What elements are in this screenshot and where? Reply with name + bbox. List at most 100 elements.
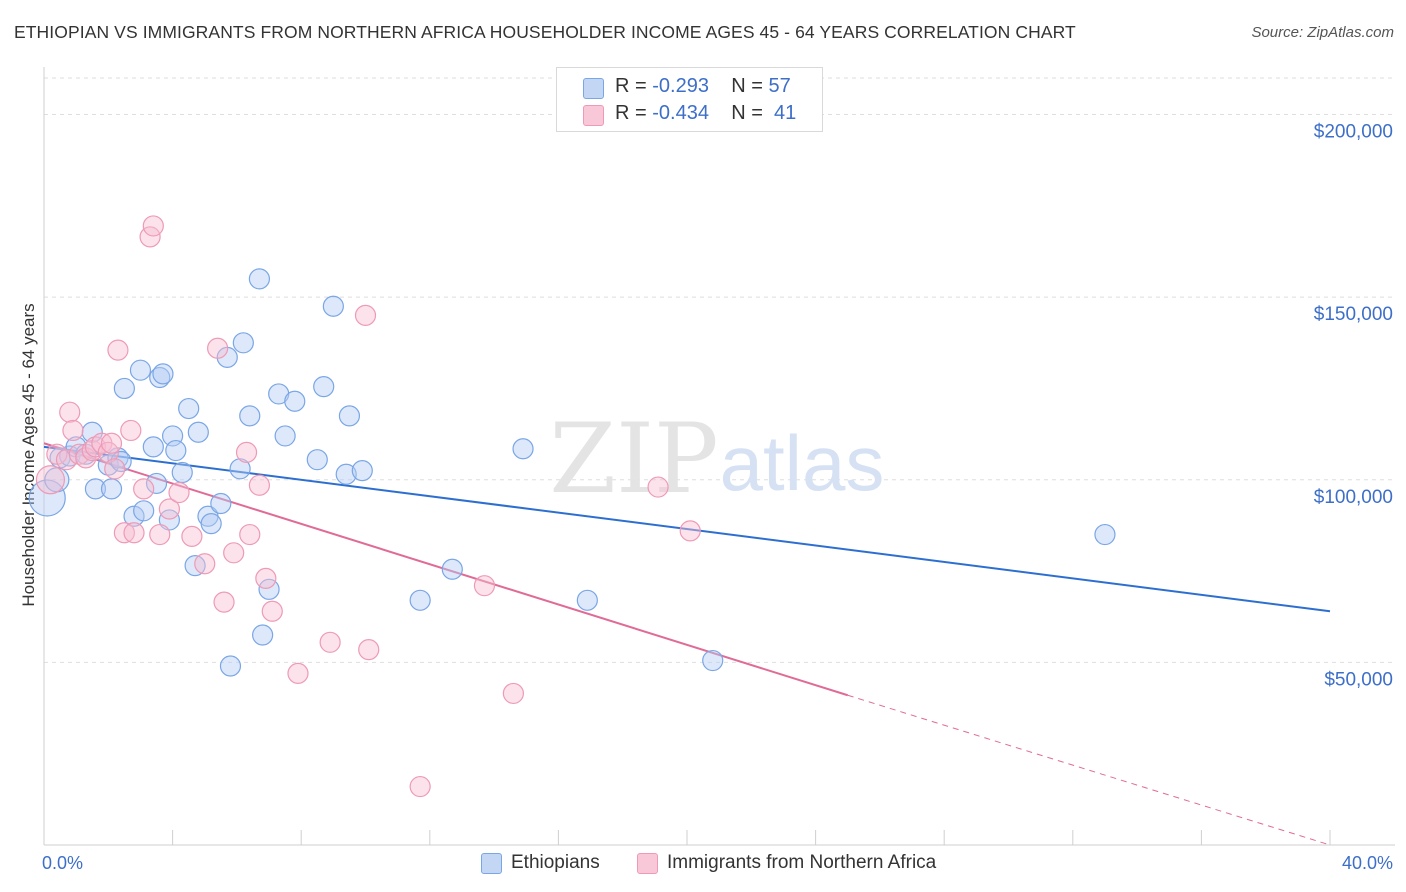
- r-value: -0.293: [652, 75, 709, 97]
- immigrants-point: [62, 419, 84, 442]
- ethiopians-point: [576, 589, 598, 611]
- immigrants-point: [84, 436, 107, 458]
- y-tick-label: $200,000: [1314, 122, 1393, 143]
- r-label: R =: [615, 75, 647, 97]
- source-label: Source: ZipAtlas.com: [1251, 24, 1394, 41]
- immigrants-point: [647, 476, 669, 498]
- ethiopians-point: [133, 500, 155, 522]
- y-axis-title: Householder Income Ages 45 - 64 years: [19, 303, 38, 606]
- n-value: 41: [774, 102, 797, 124]
- data-points: [28, 215, 1116, 798]
- immigrants-point: [181, 525, 203, 547]
- immigrants-trend-line-extrapolated: [847, 694, 1331, 846]
- ethiopians-point: [306, 449, 328, 471]
- n-label: N =: [731, 75, 763, 97]
- r-label: R =: [615, 102, 647, 124]
- ethiopians-point: [284, 390, 306, 412]
- immigrants-point: [120, 419, 142, 442]
- ethiopians-point: [274, 425, 296, 447]
- immigrants-point: [158, 498, 180, 520]
- immigrants-point: [235, 441, 258, 463]
- y-tick-label: $100,000: [1314, 487, 1393, 508]
- legend-label-immigrants: Immigrants from Northern Africa: [667, 852, 937, 873]
- ethiopians-point: [100, 478, 123, 500]
- ethiopians-point: [219, 655, 242, 677]
- watermark: ZIP atlas: [549, 403, 884, 515]
- x-tick-labels: 0.0% 40.0%: [42, 853, 1393, 873]
- ethiopians-point: [158, 509, 180, 531]
- stats-legend: R = -0.293 N = 57 R = -0.434 N = 41: [556, 67, 823, 132]
- n-label: N =: [731, 102, 763, 124]
- ethiopians-point: [113, 377, 135, 400]
- watermark-zip: ZIP: [549, 403, 718, 515]
- immigrants-point: [473, 575, 496, 597]
- ethiopians-point: [129, 359, 152, 381]
- immigrants-point: [207, 337, 229, 359]
- axes: [43, 67, 1395, 846]
- immigrants-point: [223, 542, 245, 564]
- ethiopians-point: [28, 479, 66, 517]
- immigrants-point: [502, 682, 524, 705]
- n-value: 57: [768, 75, 791, 97]
- ethiopians-point: [165, 439, 187, 462]
- ethiopians-point: [152, 363, 174, 385]
- ethiopians-point: [248, 268, 271, 290]
- immigrants-point: [46, 443, 68, 465]
- immigrants-point: [100, 432, 123, 454]
- immigrants-point: [679, 520, 701, 542]
- y-tick-label: $150,000: [1314, 304, 1393, 325]
- immigrants-point: [319, 631, 341, 653]
- ethiopians-point: [252, 624, 274, 646]
- ethiopians-point: [210, 492, 232, 515]
- immigrants-point: [142, 215, 164, 237]
- chart-title: ETHIOPIAN VS IMMIGRANTS FROM NORTHERN AF…: [14, 22, 1076, 42]
- y-tick-labels: $50,000 $100,000 $150,000 $200,000: [1314, 122, 1393, 691]
- r-value: -0.434: [652, 102, 709, 124]
- immigrants-swatch: [637, 853, 658, 874]
- ethiopians-point: [171, 461, 193, 484]
- immigrants-point: [133, 478, 155, 500]
- immigrants-point: [35, 465, 66, 495]
- trend-lines: [43, 442, 1331, 846]
- immigrants-point: [354, 304, 377, 327]
- ethiopians-point: [1094, 523, 1116, 546]
- ethiopians-point: [441, 558, 463, 580]
- ethiopians-point: [200, 512, 222, 535]
- ethiopians-trend-line: [43, 445, 1331, 613]
- ethiopians-point: [512, 438, 534, 460]
- immigrants-point: [287, 662, 309, 684]
- immigrants-point: [168, 481, 190, 504]
- immigrants-point: [107, 339, 129, 361]
- ethiopians-point: [149, 366, 171, 389]
- immigrants-point: [123, 522, 145, 544]
- ethiopians-point: [702, 649, 724, 672]
- ethiopians-point: [142, 436, 164, 458]
- ethiopians-point: [322, 295, 344, 317]
- ethiopians-point: [338, 405, 361, 427]
- immigrants-swatch: [583, 105, 604, 126]
- legend-label-ethiopians: Ethiopians: [511, 852, 600, 873]
- immigrants-point: [194, 553, 216, 575]
- immigrants-point: [213, 591, 235, 613]
- ethiopians-point: [239, 405, 261, 427]
- ethiopians-point: [313, 376, 335, 398]
- x-tick-label-min: 0.0%: [42, 853, 83, 873]
- y-tick-label: $50,000: [1324, 669, 1393, 690]
- ethiopians-point: [145, 472, 168, 495]
- ethiopians-point: [335, 463, 357, 485]
- ethiopians-swatch: [583, 78, 604, 99]
- ethiopians-point: [232, 332, 254, 354]
- immigrants-point: [255, 567, 277, 589]
- immigrants-point: [358, 638, 380, 661]
- watermark-atlas: atlas: [720, 419, 885, 507]
- ethiopians-point: [351, 460, 373, 482]
- immigrants-point: [239, 523, 261, 546]
- ethiopians-point: [409, 589, 431, 611]
- ethiopians-point: [84, 478, 107, 500]
- ethiopians-swatch: [481, 853, 502, 874]
- ethiopians-point: [178, 397, 200, 420]
- immigrants-point: [261, 600, 283, 622]
- ethiopians-point: [123, 505, 145, 527]
- x-tick-label-max: 40.0%: [1342, 853, 1393, 873]
